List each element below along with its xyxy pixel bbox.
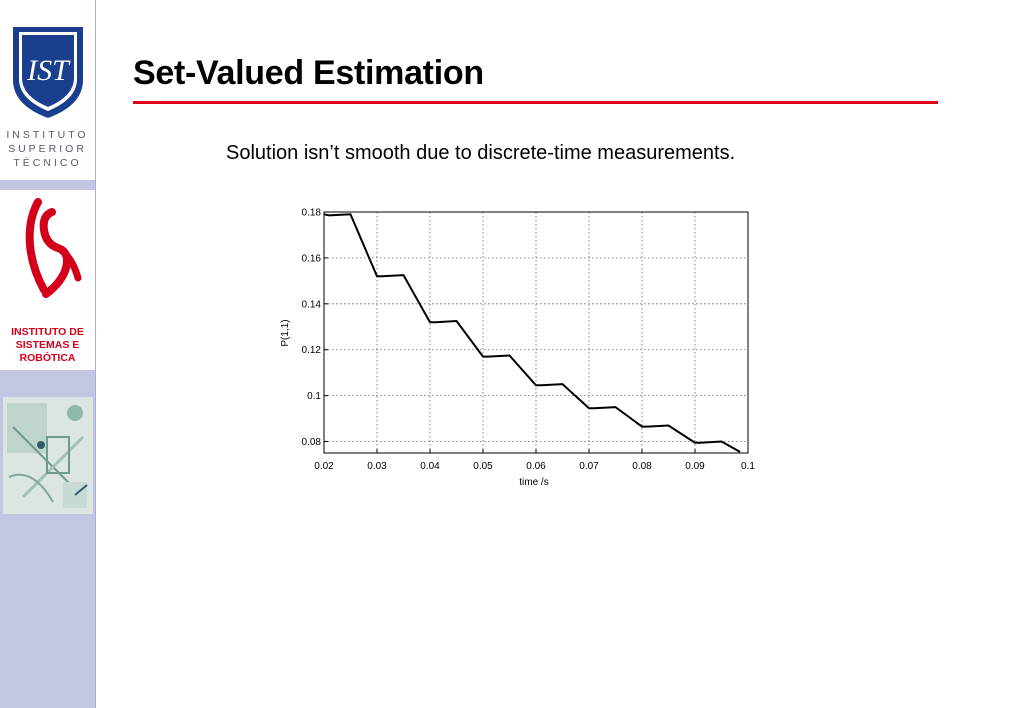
x-tick-label: 0.1 [741, 461, 755, 472]
ist-shield-icon: IST [13, 27, 83, 118]
x-tick-label: 0.06 [526, 461, 546, 472]
ist-name-line: INSTITUTO [6, 129, 89, 141]
x-tick-label: 0.03 [367, 461, 387, 472]
isr-name: INSTITUTO DE SISTEMAS E ROBÓTICA [0, 326, 95, 365]
y-tick-label: 0.16 [302, 253, 322, 264]
slide-subtitle: Solution isn’t smooth due to discrete-ti… [226, 142, 736, 164]
y-axis-label: P(1,1) [280, 319, 291, 346]
x-tick-label: 0.05 [473, 461, 493, 472]
isr-name-line: ROBÓTICA [19, 352, 76, 364]
x-axis-label: time /s [519, 477, 548, 488]
x-axis-ticks: 0.02 0.03 0.04 0.05 0.06 0.07 0.08 0.09 0.1 [314, 449, 755, 472]
isr-name-line: SISTEMAS E [15, 339, 80, 351]
ist-name: INSTITUTO SUPERIOR TÉCNICO [0, 128, 95, 170]
ist-name-line: SUPERIOR [8, 143, 87, 155]
line-chart: 0.02 0.03 0.04 0.05 0.06 0.07 0.08 0.09 0.1 0.08… [280, 208, 755, 489]
y-tick-label: 0.18 [302, 208, 322, 219]
svg-text:IST: IST [26, 54, 71, 87]
x-tick-label: 0.04 [420, 461, 440, 472]
y-tick-label: 0.14 [302, 299, 322, 310]
title-underline [133, 101, 938, 104]
series-line [323, 213, 741, 453]
page-title: Set-Valued Estimation [133, 54, 484, 92]
decorative-artwork [3, 397, 93, 514]
isr-logo-icon [25, 198, 82, 298]
x-tick-label: 0.02 [314, 461, 334, 472]
isr-logo [0, 190, 95, 370]
y-axis-ticks: 0.08 0.1 0.12 0.14 0.16 0.18 [302, 208, 328, 448]
y-tick-label: 0.1 [307, 391, 321, 402]
x-tick-label: 0.09 [685, 461, 705, 472]
y-tick-label: 0.08 [302, 437, 322, 448]
chart-grid [324, 211, 748, 453]
sidebar: IST INSTITUTO SUPERIOR TÉCNICO INSTITUTO… [0, 0, 96, 708]
y-tick-label: 0.12 [302, 345, 322, 356]
isr-name-line: INSTITUTO DE [11, 326, 84, 338]
ist-name-line: TÉCNICO [13, 157, 82, 169]
x-tick-label: 0.08 [632, 461, 652, 472]
x-tick-label: 0.07 [579, 461, 599, 472]
ist-logo: IST INSTITUTO SUPERIOR TÉCNICO [0, 0, 95, 180]
